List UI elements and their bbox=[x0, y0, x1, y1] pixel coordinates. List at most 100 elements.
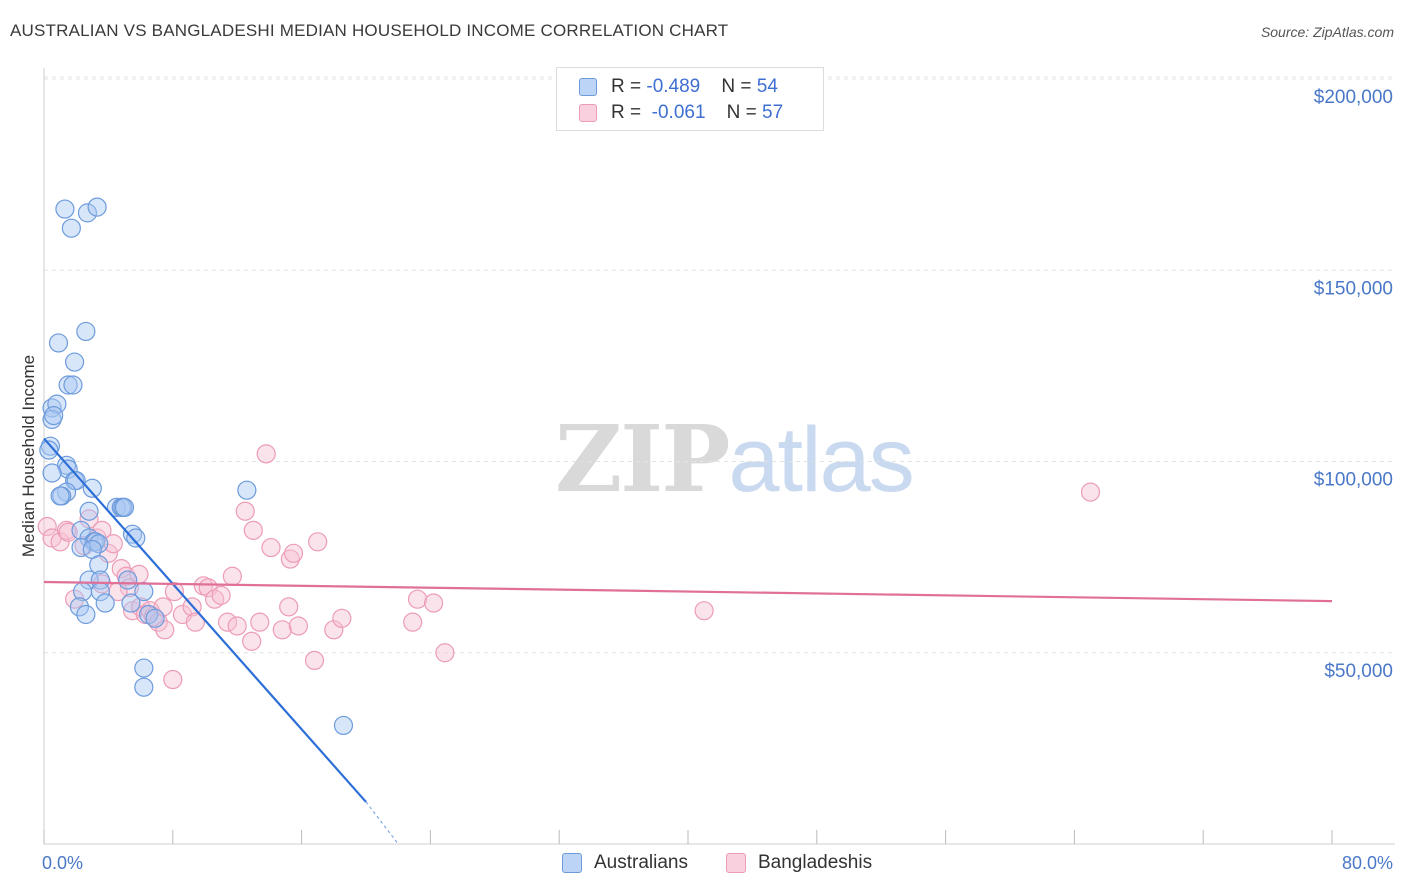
australians-point bbox=[89, 555, 109, 575]
australians-point bbox=[126, 528, 146, 548]
bangladeshis-point bbox=[272, 620, 292, 640]
bangladeshis-point bbox=[332, 608, 352, 628]
australians-swatch bbox=[579, 78, 597, 96]
australians-point bbox=[69, 597, 90, 617]
x-tick-label-right: 80.0% bbox=[1342, 853, 1393, 873]
australians-trend-extension bbox=[365, 801, 399, 845]
bangladeshis-point bbox=[79, 509, 99, 529]
source-label: Source: ZipAtlas.com bbox=[1260, 24, 1394, 40]
australians-point bbox=[63, 375, 83, 395]
australians-point bbox=[58, 459, 78, 479]
australians-point bbox=[95, 593, 115, 613]
australians-point bbox=[44, 406, 64, 426]
legend-n-value: 54 bbox=[756, 76, 778, 97]
australians-point bbox=[71, 520, 91, 540]
australians-point bbox=[50, 486, 70, 506]
axis-labels: $50,000 $100,000 $150,000 $200,000 0.0% 80.0%… bbox=[19, 87, 1393, 873]
legend-n-value: 57 bbox=[762, 102, 784, 123]
bangladeshis-point bbox=[163, 669, 183, 690]
bangladeshis-point bbox=[424, 593, 444, 613]
australians-point bbox=[76, 321, 96, 342]
australians-point bbox=[39, 440, 59, 460]
legend-r-value: -0.489 bbox=[646, 76, 701, 97]
bangladeshis-legend-label: Bangladeshis bbox=[758, 852, 873, 873]
australians-point bbox=[42, 463, 62, 483]
australians-point bbox=[134, 658, 154, 678]
australians-point bbox=[77, 203, 98, 223]
y-tick-label: $50,000 bbox=[1324, 661, 1393, 682]
bangladeshis-point bbox=[280, 549, 300, 569]
australians-point bbox=[106, 497, 127, 517]
bangladeshis-point bbox=[164, 581, 185, 602]
australians-point bbox=[82, 478, 102, 498]
bangladeshis-point bbox=[250, 612, 270, 632]
x-tick-label-left: 0.0% bbox=[42, 853, 83, 873]
bangladeshis-point bbox=[217, 612, 238, 632]
bangladeshis-point bbox=[50, 532, 70, 552]
legend-r-value: -0.061 bbox=[651, 102, 706, 123]
trend-lines bbox=[43, 437, 1333, 845]
australians-point bbox=[333, 715, 354, 736]
y-tick-label: $150,000 bbox=[1314, 278, 1393, 299]
bangladeshis-point bbox=[227, 616, 247, 636]
watermark: ZIPatlas bbox=[555, 405, 915, 513]
australians-point bbox=[61, 218, 81, 238]
australians-point bbox=[48, 333, 69, 353]
bangladeshis-point bbox=[283, 543, 304, 563]
bangladeshis-point bbox=[242, 631, 262, 651]
legend-n-label: N = bbox=[721, 76, 757, 97]
bangladeshis-point bbox=[403, 612, 423, 632]
australians-point bbox=[64, 352, 85, 372]
australians-point bbox=[90, 570, 110, 590]
australians-point bbox=[58, 375, 78, 395]
australians-point bbox=[134, 677, 154, 697]
australians-point bbox=[79, 501, 99, 521]
y-axis-title: Median Household Income bbox=[19, 355, 38, 557]
bangladeshis-point bbox=[304, 650, 325, 671]
bangladeshis-point bbox=[694, 601, 714, 621]
bangladeshis-point bbox=[261, 537, 281, 558]
bangladeshis-point bbox=[288, 616, 308, 636]
australians-point bbox=[237, 480, 257, 500]
australians-point bbox=[87, 197, 107, 217]
legend-r-label: R = bbox=[611, 76, 647, 97]
bangladeshis-point bbox=[235, 501, 255, 521]
australians-legend-swatch bbox=[562, 853, 582, 873]
correlation-legend: R = -0.489 N = 54 R = -0.061 N = 57 bbox=[556, 67, 824, 131]
bangladeshis-point bbox=[37, 516, 57, 537]
australians-legend-label: Australians bbox=[594, 852, 688, 873]
bangladeshis-point bbox=[185, 612, 205, 632]
bangladeshis-point bbox=[435, 643, 455, 663]
bangladeshis-swatch bbox=[579, 104, 597, 122]
y-tick-label: $200,000 bbox=[1314, 87, 1393, 108]
bangladeshis-point bbox=[256, 444, 276, 464]
bangladeshis-point bbox=[243, 520, 263, 540]
legend-n-label: N = bbox=[726, 102, 763, 123]
australians-points bbox=[39, 197, 354, 736]
australians-point bbox=[79, 570, 99, 590]
bangladeshis-point bbox=[308, 532, 328, 552]
axes bbox=[43, 68, 1395, 845]
australians-trend-line bbox=[43, 437, 367, 803]
bangladeshis-trend-line bbox=[43, 580, 1333, 603]
watermark-zip: ZIP bbox=[555, 405, 730, 513]
australians-point bbox=[47, 394, 67, 414]
australians-point bbox=[121, 593, 141, 613]
bangladeshis-point bbox=[279, 597, 299, 617]
bangladeshis-legend-swatch bbox=[726, 853, 746, 873]
australians-point bbox=[114, 497, 135, 517]
bangladeshis-point bbox=[222, 566, 242, 586]
y-tick-label: $100,000 bbox=[1314, 470, 1393, 491]
australians-point bbox=[145, 608, 165, 628]
watermark-atlas: atlas bbox=[728, 409, 914, 511]
australians-point bbox=[76, 604, 96, 625]
bangladeshis-point bbox=[407, 589, 428, 609]
bangladeshis-point bbox=[211, 585, 231, 605]
legend-r-label: R = bbox=[611, 102, 647, 123]
bangladeshis-points bbox=[37, 444, 1101, 690]
bangladeshis-point bbox=[1080, 482, 1101, 502]
australians-point bbox=[55, 199, 75, 219]
grid-lines bbox=[44, 76, 1395, 654]
bangladeshis-point bbox=[324, 620, 344, 640]
